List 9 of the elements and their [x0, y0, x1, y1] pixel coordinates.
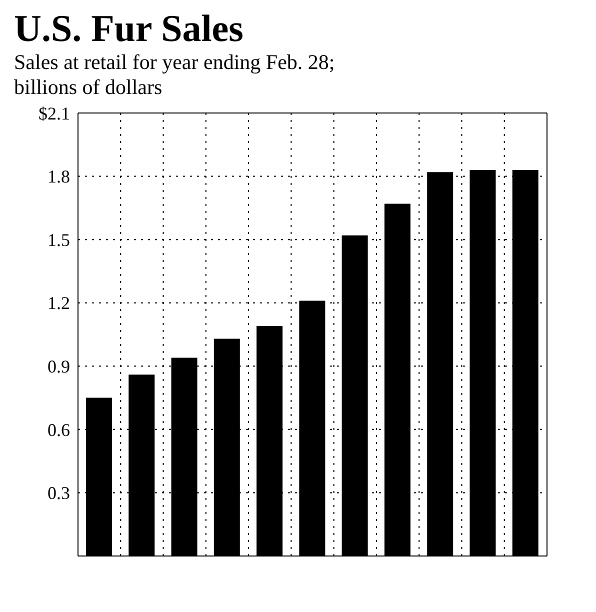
y-tick-label: 1.8	[48, 166, 70, 187]
y-tick-label: $2.1	[38, 103, 70, 124]
chart-title: U.S. Fur Sales	[14, 8, 244, 50]
y-tick-label: 1.5	[48, 230, 70, 250]
y-tick-label: 0.3	[48, 483, 70, 504]
y-tick-label: 0.6	[48, 420, 70, 440]
y-tick-label: 0.9	[48, 356, 70, 377]
y-tick-label: 1.2	[48, 293, 70, 314]
chart-subtitle: Sales at retail for year ending Feb. 28; billions of dollars	[14, 50, 336, 100]
